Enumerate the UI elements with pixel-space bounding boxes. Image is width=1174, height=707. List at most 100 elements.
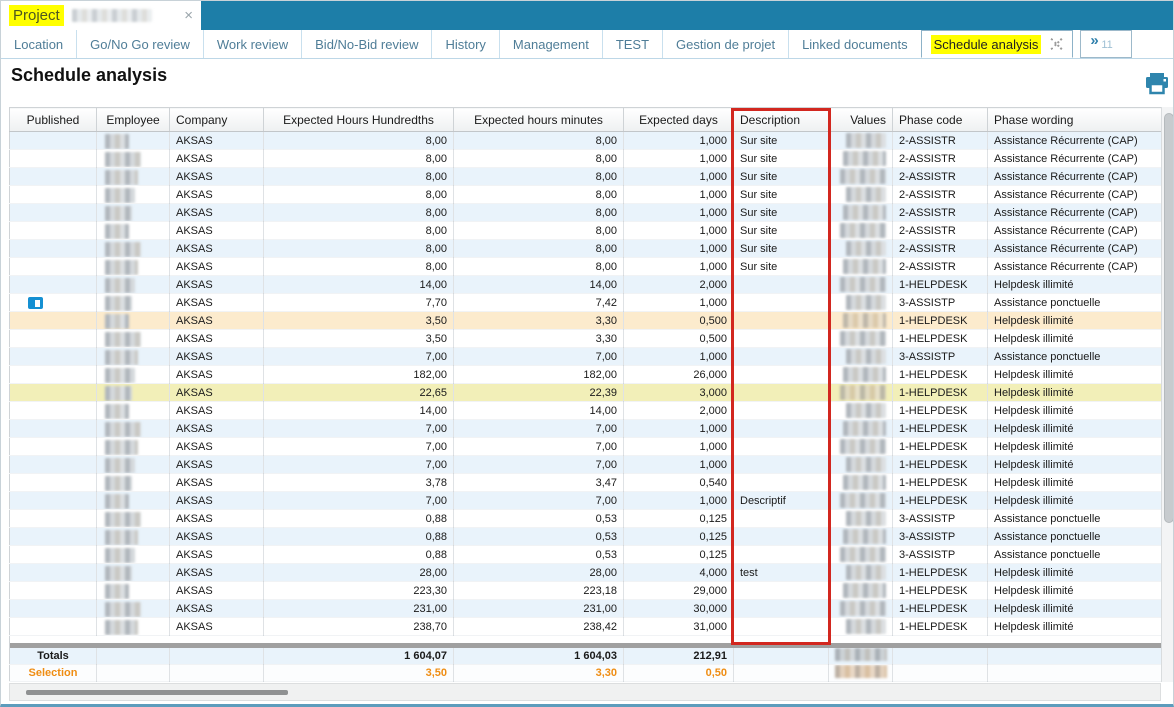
- redacted-value: [846, 565, 886, 580]
- tab-work-review[interactable]: Work review: [204, 30, 302, 58]
- tab-history[interactable]: History: [432, 30, 499, 58]
- tab-test[interactable]: TEST: [603, 30, 663, 58]
- cell-published: [10, 618, 97, 636]
- cell-expected-days: 1,000: [624, 348, 734, 366]
- tab-label: Bid/No-Bid review: [315, 37, 418, 52]
- table-row[interactable]: AKSAS 8,00 8,00 1,000 Sur site 2-ASSISTR…: [10, 204, 1162, 222]
- tab-overflow-button[interactable]: » 11: [1080, 30, 1132, 58]
- tab-gestion-de-projet[interactable]: Gestion de projet: [663, 30, 789, 58]
- vertical-scrollbar-thumb[interactable]: [1164, 113, 1174, 523]
- vertical-scrollbar[interactable]: [1161, 107, 1174, 682]
- table-row[interactable]: AKSAS 238,70 238,42 31,000 1-HELPDESK He…: [10, 618, 1162, 636]
- table-row[interactable]: AKSAS 7,70 7,42 1,000 3-ASSISTP Assistan…: [10, 294, 1162, 312]
- col-header-expected-days[interactable]: Expected days: [624, 108, 734, 132]
- table-row[interactable]: AKSAS 8,00 8,00 1,000 Sur site 2-ASSISTR…: [10, 258, 1162, 276]
- table-row[interactable]: AKSAS 28,00 28,00 4,000 test 1-HELPDESK …: [10, 564, 1162, 582]
- cell-expected-hours-hundredths: 7,00: [264, 438, 454, 456]
- table-row[interactable]: AKSAS 0,88 0,53 0,125 3-ASSISTP Assistan…: [10, 510, 1162, 528]
- table-row[interactable]: AKSAS 22,65 22,39 3,000 1-HELPDESK Helpd…: [10, 384, 1162, 402]
- table-row[interactable]: AKSAS 7,00 7,00 1,000 1-HELPDESK Helpdes…: [10, 456, 1162, 474]
- cell-expected-days: 1,000: [624, 492, 734, 510]
- table-row[interactable]: AKSAS 7,00 7,00 1,000 1-HELPDESK Helpdes…: [10, 420, 1162, 438]
- table-row[interactable]: AKSAS 8,00 8,00 1,000 Sur site 2-ASSISTR…: [10, 150, 1162, 168]
- tab-go-no-go-review[interactable]: Go/No Go review: [77, 30, 204, 58]
- cell-values: [829, 330, 893, 348]
- cell-company: AKSAS: [170, 186, 264, 204]
- cell-phase-wording: Helpdesk illimité: [988, 312, 1162, 330]
- cell-phase-wording: Assistance Récurrente (CAP): [988, 222, 1162, 240]
- tab-schedule-analysis[interactable]: Schedule analysis: [921, 30, 1074, 58]
- close-tab-icon[interactable]: ×: [184, 8, 193, 23]
- table-row[interactable]: AKSAS 14,00 14,00 2,000 1-HELPDESK Helpd…: [10, 402, 1162, 420]
- totals-hundredths: 1 604,07: [264, 648, 454, 665]
- col-header-expected-hours-minutes[interactable]: Expected hours minutes: [454, 108, 624, 132]
- cell-expected-days: 1,000: [624, 294, 734, 312]
- table-row[interactable]: AKSAS 231,00 231,00 30,000 1-HELPDESK He…: [10, 600, 1162, 618]
- table-row[interactable]: AKSAS 3,50 3,30 0,500 1-HELPDESK Helpdes…: [10, 312, 1162, 330]
- print-icon[interactable]: [1145, 73, 1169, 95]
- table-row[interactable]: AKSAS 0,88 0,53 0,125 3-ASSISTP Assistan…: [10, 546, 1162, 564]
- table-row[interactable]: AKSAS 3,50 3,30 0,500 1-HELPDESK Helpdes…: [10, 330, 1162, 348]
- table-row[interactable]: AKSAS 223,30 223,18 29,000 1-HELPDESK He…: [10, 582, 1162, 600]
- table-row[interactable]: AKSAS 8,00 8,00 1,000 Sur site 2-ASSISTR…: [10, 168, 1162, 186]
- cell-employee: [97, 312, 170, 330]
- tab-location[interactable]: Location: [1, 30, 77, 58]
- cell-company: AKSAS: [170, 492, 264, 510]
- table-row[interactable]: AKSAS 7,00 7,00 1,000 1-HELPDESK Helpdes…: [10, 438, 1162, 456]
- document-tab[interactable]: Project ×: [1, 1, 201, 30]
- cell-expected-hours-minutes: 28,00: [454, 564, 624, 582]
- cell-company: AKSAS: [170, 348, 264, 366]
- tab-label: Linked documents: [802, 37, 908, 52]
- cell-published: [10, 600, 97, 618]
- col-header-company[interactable]: Company: [170, 108, 264, 132]
- redacted-employee: [105, 404, 129, 419]
- table-row[interactable]: AKSAS 8,00 8,00 1,000 Sur site 2-ASSISTR…: [10, 240, 1162, 258]
- col-header-phase-wording[interactable]: Phase wording: [988, 108, 1162, 132]
- col-header-values[interactable]: Values: [829, 108, 893, 132]
- table-row[interactable]: AKSAS 14,00 14,00 2,000 1-HELPDESK Helpd…: [10, 276, 1162, 294]
- col-header-published[interactable]: Published: [10, 108, 97, 132]
- cell-employee: [97, 168, 170, 186]
- col-header-expected-hours-hundredths[interactable]: Expected Hours Hundredths: [264, 108, 454, 132]
- cell-company: AKSAS: [170, 132, 264, 150]
- cell-values: [829, 600, 893, 618]
- tab-bid-no-bid-review[interactable]: Bid/No-Bid review: [302, 30, 432, 58]
- cell-expected-hours-hundredths: 0,88: [264, 510, 454, 528]
- cell-description: [734, 456, 829, 474]
- cell-published: [10, 528, 97, 546]
- totals-days: 212,91: [624, 648, 734, 665]
- cell-expected-days: 1,000: [624, 204, 734, 222]
- col-header-phase-code[interactable]: Phase code: [893, 108, 988, 132]
- redacted-value: [843, 367, 886, 382]
- cell-company: AKSAS: [170, 510, 264, 528]
- tab-linked-documents[interactable]: Linked documents: [789, 30, 922, 58]
- redacted-employee: [105, 440, 138, 455]
- col-header-employee[interactable]: Employee: [97, 108, 170, 132]
- table-row[interactable]: AKSAS 3,78 3,47 0,540 1-HELPDESK Helpdes…: [10, 474, 1162, 492]
- horizontal-scrollbar-thumb[interactable]: [26, 690, 288, 695]
- col-header-description[interactable]: Description: [734, 108, 829, 132]
- table-row[interactable]: AKSAS 7,00 7,00 1,000 3-ASSISTP Assistan…: [10, 348, 1162, 366]
- table-row[interactable]: AKSAS 7,00 7,00 1,000 Descriptif 1-HELPD…: [10, 492, 1162, 510]
- cell-values: [829, 312, 893, 330]
- cell-description: Descriptif: [734, 492, 829, 510]
- dashed-close-icon[interactable]: [1050, 38, 1063, 51]
- cell-expected-hours-hundredths: 3,50: [264, 312, 454, 330]
- table-row[interactable]: AKSAS 8,00 8,00 1,000 Sur site 2-ASSISTR…: [10, 186, 1162, 204]
- cell-employee: [97, 510, 170, 528]
- cell-phase-code: 1-HELPDESK: [893, 312, 988, 330]
- cell-company: AKSAS: [170, 528, 264, 546]
- page-title: Schedule analysis: [11, 65, 167, 86]
- table-row[interactable]: AKSAS 8,00 8,00 1,000 Sur site 2-ASSISTR…: [10, 222, 1162, 240]
- cell-expected-hours-hundredths: 7,00: [264, 348, 454, 366]
- cell-expected-hours-hundredths: 3,78: [264, 474, 454, 492]
- table-row[interactable]: AKSAS 182,00 182,00 26,000 1-HELPDESK He…: [10, 366, 1162, 384]
- table-row[interactable]: AKSAS 0,88 0,53 0,125 3-ASSISTP Assistan…: [10, 528, 1162, 546]
- table-row[interactable]: AKSAS 8,00 8,00 1,000 Sur site 2-ASSISTR…: [10, 132, 1162, 150]
- tab-management[interactable]: Management: [500, 30, 603, 58]
- redacted-employee: [105, 242, 141, 257]
- horizontal-scrollbar[interactable]: [9, 683, 1161, 701]
- cell-expected-hours-minutes: 0,53: [454, 546, 624, 564]
- redacted-employee: [105, 368, 135, 383]
- cell-expected-hours-hundredths: 3,50: [264, 330, 454, 348]
